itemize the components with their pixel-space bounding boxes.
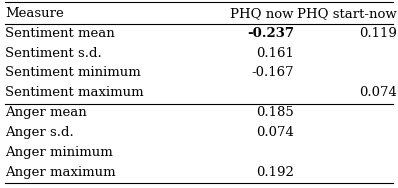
Text: 0.074: 0.074 xyxy=(359,86,397,99)
Text: -0.237: -0.237 xyxy=(247,27,294,40)
Text: Sentiment minimum: Sentiment minimum xyxy=(5,66,141,80)
Text: Anger maximum: Anger maximum xyxy=(5,166,116,179)
Text: -0.167: -0.167 xyxy=(251,66,294,80)
Text: Anger s.d.: Anger s.d. xyxy=(5,126,74,139)
Text: Anger minimum: Anger minimum xyxy=(5,146,113,159)
Text: Anger mean: Anger mean xyxy=(5,106,87,119)
Text: Sentiment s.d.: Sentiment s.d. xyxy=(5,47,102,60)
Text: PHQ start-now: PHQ start-now xyxy=(297,7,397,20)
Text: 0.119: 0.119 xyxy=(359,27,397,40)
Text: 0.192: 0.192 xyxy=(256,166,294,179)
Text: 0.161: 0.161 xyxy=(256,47,294,60)
Text: PHQ now: PHQ now xyxy=(230,7,294,20)
Text: Measure: Measure xyxy=(5,7,64,20)
Text: 0.185: 0.185 xyxy=(256,106,294,119)
Text: Sentiment mean: Sentiment mean xyxy=(5,27,115,40)
Text: Sentiment maximum: Sentiment maximum xyxy=(5,86,144,99)
Text: 0.074: 0.074 xyxy=(256,126,294,139)
